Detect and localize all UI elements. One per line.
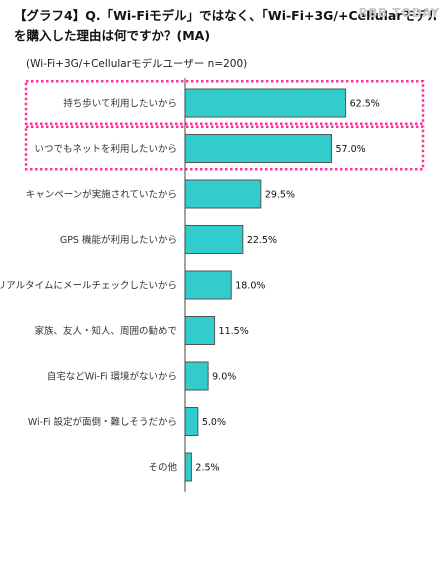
- chart-title-line-2: を購入した理由は何ですか？(MA): [14, 28, 211, 43]
- category-label-1: 持ち歩いて利用したいから: [63, 98, 177, 110]
- bar-1: [184, 88, 347, 118]
- bar-3: [184, 179, 262, 209]
- category-label-7: 自宅などWi-Fi 環境がないから: [47, 371, 177, 383]
- bar-9: [184, 452, 192, 482]
- value-label-3: 29.5%: [265, 190, 295, 201]
- value-label-9: 2.5%: [195, 463, 219, 474]
- category-label-8: Wi-Fi 設定が面倒・難しそうだから: [28, 416, 177, 428]
- watermark-logo: RBB TODAY: [358, 6, 440, 20]
- bar-5: [184, 270, 232, 300]
- bar-6: [184, 316, 216, 345]
- chart-subtitle: (Wi-Fi+3G/+Cellularモデルユーザー n=200): [26, 58, 248, 70]
- bar-2: [184, 134, 332, 163]
- category-label-9: その他: [148, 462, 177, 474]
- bar-8: [184, 407, 199, 436]
- bar-7: [184, 361, 209, 391]
- chart-title-line-1: 【グラフ4】Q.「Wi-Fiモデル」ではなく、「Wi-Fi+3G/+Cellul…: [14, 8, 436, 23]
- value-label-4: 22.5%: [247, 235, 277, 246]
- category-label-2: いつでもネットを利用したいから: [34, 143, 177, 155]
- value-label-7: 9.0%: [212, 372, 236, 383]
- value-label-6: 11.5%: [219, 326, 249, 337]
- category-label-4: GPS 機能が利用したいから: [60, 234, 177, 246]
- value-label-1: 62.5%: [350, 99, 380, 110]
- chart-title: 【グラフ4】Q.「Wi-Fiモデル」ではなく、「Wi-Fi+3G/+Cellul…: [14, 6, 436, 46]
- value-label-2: 57.0%: [335, 144, 365, 155]
- value-label-8: 5.0%: [202, 417, 226, 428]
- value-label-5: 18.0%: [235, 281, 265, 292]
- category-label-5: リアルタイムにメールチェックしたいから: [0, 281, 177, 292]
- category-label-3: キャンペーンが実施されていたから: [26, 189, 177, 201]
- bar-4: [184, 225, 244, 254]
- category-label-6: 家族、友人・知人、周囲の勧めで: [34, 325, 177, 337]
